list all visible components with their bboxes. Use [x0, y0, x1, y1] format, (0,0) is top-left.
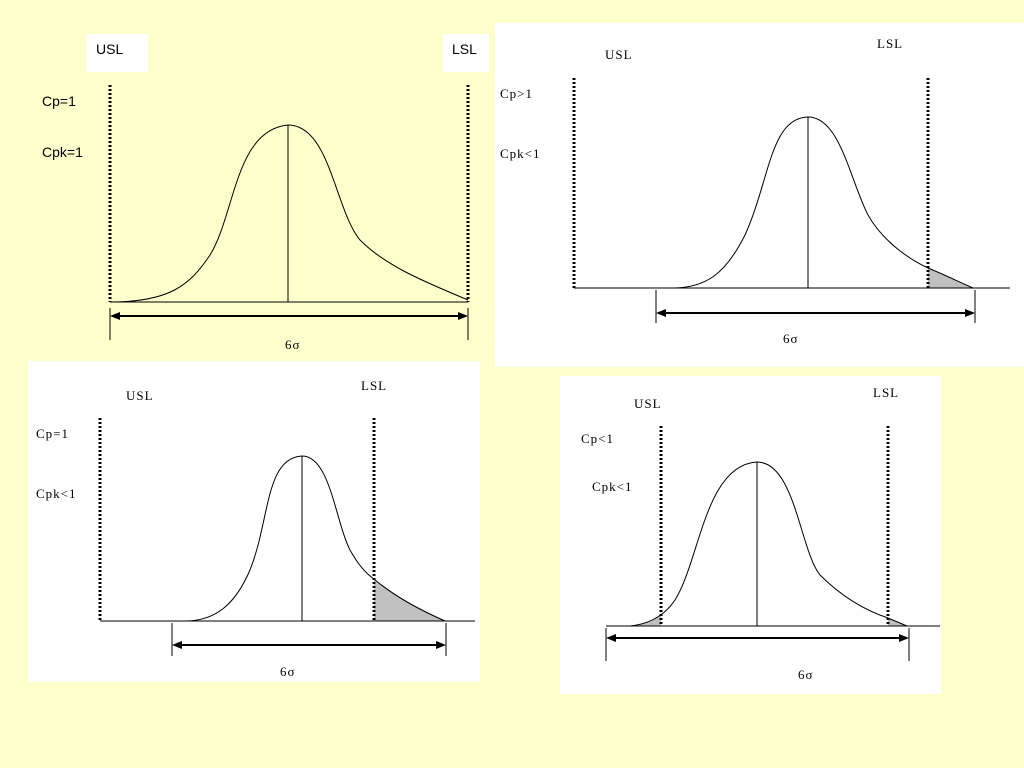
usl-label: USL: [96, 41, 124, 57]
arrowhead-left: [172, 641, 182, 649]
cp-label: Cp<1: [581, 431, 615, 446]
lsl-label: LSL: [877, 36, 904, 51]
lsl-label: LSL: [873, 385, 900, 400]
cpk-label: Cpk<1: [500, 146, 541, 161]
six-sigma-label: 6σ: [783, 331, 799, 346]
usl-label: USL: [634, 396, 662, 411]
usl-label: USL: [605, 47, 633, 62]
distribution-curve: [671, 116, 974, 289]
arrowhead-right: [965, 309, 975, 317]
cp-label: Cp=1: [42, 93, 76, 109]
cpk-label: Cpk<1: [592, 479, 633, 494]
six-sigma-label: 6σ: [280, 664, 296, 679]
cp-label: Cp=1: [36, 426, 70, 441]
shaded-tail-left: [630, 614, 661, 626]
arrowhead-left: [606, 634, 616, 642]
six-sigma-label: 6σ: [798, 667, 814, 682]
distribution-curve: [629, 461, 908, 627]
lsl-label: LSL: [452, 41, 477, 57]
arrowhead-left: [656, 309, 666, 317]
usl-label-box: [86, 34, 148, 72]
arrowhead-right: [436, 641, 446, 649]
cp-label: Cp>1: [500, 86, 534, 101]
shaded-tail: [374, 579, 445, 621]
six-sigma-label: 6σ: [285, 337, 301, 352]
cpk-label: Cpk<1: [36, 486, 77, 501]
diagram-panel-cp1-cpk-lt1: [28, 361, 480, 682]
arrowhead-left: [110, 312, 120, 320]
arrowhead-right: [899, 634, 909, 642]
diagram-panel-cp-lt1-cpk-lt1: [560, 376, 941, 694]
lsl-label-box: [443, 34, 489, 72]
usl-label: USL: [126, 388, 154, 403]
lsl-label: LSL: [361, 378, 388, 393]
arrowhead-right: [458, 312, 468, 320]
cpk-label: Cpk=1: [42, 144, 83, 160]
distribution-curve: [184, 455, 446, 622]
